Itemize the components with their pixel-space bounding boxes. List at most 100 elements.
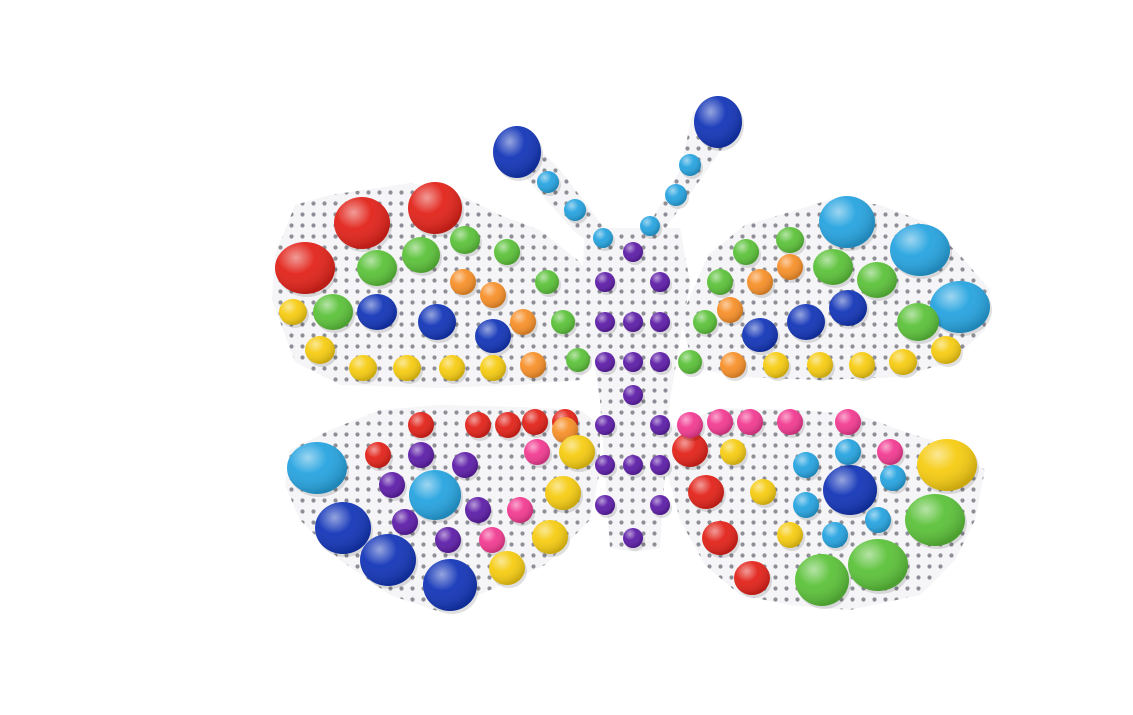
yellow-peg xyxy=(720,439,748,468)
cyan-peg xyxy=(835,439,863,468)
orange-peg xyxy=(747,269,775,298)
cyan-peg xyxy=(865,507,893,536)
cyan-peg xyxy=(287,442,349,497)
yellow-peg xyxy=(393,355,423,384)
green-peg xyxy=(897,303,941,344)
cyan-peg xyxy=(564,199,588,224)
red-peg xyxy=(275,242,337,297)
yellow-peg xyxy=(532,520,570,557)
purple-peg xyxy=(452,452,480,481)
green-peg xyxy=(494,239,522,268)
red-peg xyxy=(408,412,436,441)
yellow-peg xyxy=(489,551,527,588)
blue-peg xyxy=(823,465,879,518)
orange-peg xyxy=(520,352,548,381)
purple-peg xyxy=(650,495,672,518)
pink-peg xyxy=(479,527,507,556)
cyan-peg xyxy=(822,522,850,551)
purple-peg xyxy=(650,272,672,295)
red-peg xyxy=(465,412,493,441)
green-peg xyxy=(857,262,899,301)
blue-peg xyxy=(493,126,543,181)
blue-peg xyxy=(787,304,827,343)
purple-peg xyxy=(623,352,645,375)
green-peg xyxy=(848,539,910,594)
blue-peg xyxy=(357,294,399,333)
purple-peg xyxy=(595,352,617,375)
yellow-peg xyxy=(349,355,379,384)
red-peg xyxy=(522,409,550,438)
cyan-peg xyxy=(880,465,908,494)
yellow-peg xyxy=(305,336,337,367)
purple-peg xyxy=(392,509,420,538)
pink-peg xyxy=(707,409,735,438)
red-peg xyxy=(734,561,772,598)
orange-peg xyxy=(510,309,538,338)
blue-peg xyxy=(694,96,744,151)
red-peg xyxy=(702,521,740,558)
purple-peg xyxy=(408,442,436,471)
green-peg xyxy=(678,350,704,377)
red-peg xyxy=(365,442,393,471)
pink-peg xyxy=(877,439,905,468)
orange-peg xyxy=(480,282,508,311)
cyan-peg xyxy=(409,470,463,523)
green-peg xyxy=(776,227,806,256)
red-peg xyxy=(672,433,710,470)
blue-peg xyxy=(418,304,458,343)
green-peg xyxy=(905,494,967,549)
green-peg xyxy=(707,269,735,298)
purple-peg xyxy=(623,528,645,551)
blue-peg xyxy=(423,559,479,614)
purple-peg xyxy=(595,312,617,335)
cyan-peg xyxy=(793,492,821,521)
yellow-peg xyxy=(889,349,919,378)
red-peg xyxy=(408,182,464,237)
yellow-peg xyxy=(763,352,791,381)
cyan-peg xyxy=(930,281,992,336)
yellow-peg xyxy=(439,355,467,384)
purple-peg xyxy=(595,272,617,295)
purple-peg xyxy=(623,455,645,478)
orange-peg xyxy=(450,269,478,298)
green-peg xyxy=(535,270,561,297)
pink-peg xyxy=(835,409,863,438)
red-peg xyxy=(334,197,392,252)
yellow-peg xyxy=(750,479,778,508)
orange-peg xyxy=(720,352,748,381)
yellow-peg xyxy=(777,522,805,551)
cyan-peg xyxy=(793,452,821,481)
yellow-peg xyxy=(931,336,963,367)
green-peg xyxy=(551,310,577,337)
cyan-peg xyxy=(640,216,662,239)
purple-peg xyxy=(623,312,645,335)
purple-peg xyxy=(650,312,672,335)
purple-peg xyxy=(595,455,617,478)
purple-peg xyxy=(650,352,672,375)
blue-peg xyxy=(742,318,780,355)
pink-peg xyxy=(737,409,765,438)
purple-peg xyxy=(623,385,645,408)
yellow-peg xyxy=(849,352,877,381)
blue-peg xyxy=(475,319,513,356)
green-peg xyxy=(733,239,761,268)
green-peg xyxy=(566,348,592,375)
yellow-peg xyxy=(480,355,508,384)
orange-peg xyxy=(717,297,745,326)
purple-peg xyxy=(465,497,493,526)
pegs-layer xyxy=(275,96,992,614)
cyan-peg xyxy=(679,154,703,179)
blue-peg xyxy=(360,534,418,589)
yellow-peg xyxy=(559,435,597,472)
yellow-peg xyxy=(279,299,309,328)
purple-peg xyxy=(650,415,672,438)
green-peg xyxy=(795,554,851,609)
green-peg xyxy=(813,249,855,288)
yellow-peg xyxy=(807,352,835,381)
green-peg xyxy=(693,310,719,337)
purple-peg xyxy=(623,242,645,265)
yellow-peg xyxy=(917,439,979,494)
red-peg xyxy=(495,412,523,441)
